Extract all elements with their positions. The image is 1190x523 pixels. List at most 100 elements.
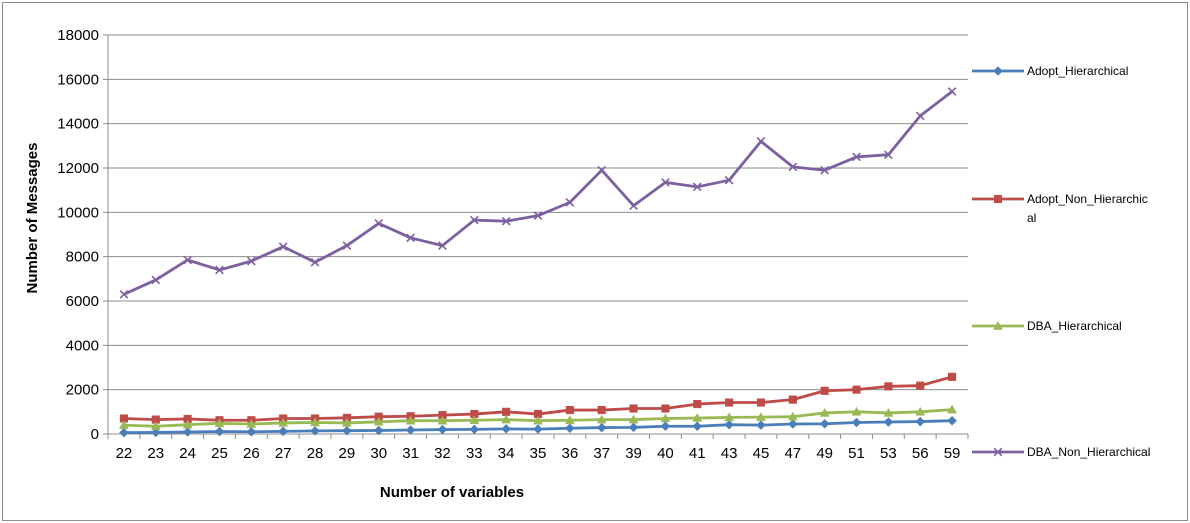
data-point: [851, 417, 862, 428]
data-point: [374, 219, 384, 228]
data-point: [564, 415, 575, 425]
y-tick-label: 8000: [66, 249, 99, 266]
data-point: [724, 419, 734, 430]
x-tick-label: 53: [880, 445, 897, 462]
data-point: [437, 424, 448, 435]
data-point: [310, 257, 320, 267]
legend-label: Adopt_Non_Hierarchic: [1027, 192, 1148, 206]
x-tick-label: 41: [689, 445, 706, 462]
y-tick-label: 2000: [66, 382, 99, 399]
x-tick-label: 27: [275, 445, 292, 462]
x-tick-label: 36: [562, 445, 579, 462]
data-point: [819, 418, 830, 429]
x-tick-label: 34: [498, 445, 515, 462]
y-tick-label: 0: [91, 426, 99, 443]
legend-swatch-marker: [993, 447, 1003, 457]
data-point: [150, 421, 161, 430]
data-point: [916, 381, 925, 390]
legend-item: Adopt_Non_Hierarchical: [972, 192, 1148, 225]
y-tick-labels: 0 2000 4000 6000 8000 10000 12000 14000 16000 180…: [57, 27, 99, 443]
x-tick-label: 40: [657, 445, 674, 462]
data-point: [119, 289, 129, 299]
data-point: [501, 414, 512, 424]
legend-item: DBA_Non_Hierarchical: [972, 445, 1150, 459]
data-point: [501, 216, 511, 226]
x-tick-label: 28: [307, 445, 324, 462]
data-point: [596, 422, 607, 433]
data-point: [724, 175, 734, 185]
data-point: [469, 424, 480, 435]
data-point: [820, 165, 830, 175]
data-point: [214, 418, 225, 428]
data-point: [787, 411, 798, 421]
x-tick-label: 51: [848, 445, 865, 462]
legend-item: DBA_Hierarchical: [972, 319, 1122, 333]
data-point: [341, 417, 352, 427]
data-point: [405, 415, 416, 425]
data-point: [310, 417, 320, 427]
x-tick-label: 39: [625, 445, 642, 462]
x-tick-label: 31: [402, 445, 419, 462]
data-point: [820, 386, 829, 395]
data-point: [373, 425, 384, 436]
data-point: [183, 255, 192, 265]
x-tick-label: 22: [116, 445, 133, 462]
x-tick-label: 49: [816, 445, 833, 462]
data-point: [565, 197, 575, 207]
data-point: [597, 406, 606, 415]
data-point: [629, 404, 638, 413]
data-point: [182, 427, 193, 437]
data-point: [852, 385, 861, 394]
data-point: [788, 395, 797, 404]
data-point: [119, 427, 129, 438]
data-point: [947, 404, 958, 414]
data-point: [597, 165, 607, 175]
data-point: [725, 398, 734, 407]
y-tick-label: 16000: [57, 71, 99, 88]
legend-label: al: [1027, 211, 1036, 225]
data-point: [692, 182, 702, 192]
data-point: [437, 415, 448, 425]
series-group: [118, 87, 958, 438]
legend: Adopt_Hierarchical Adopt_Non_Hierarchical…: [972, 64, 1150, 459]
legend-label: DBA_Hierarchical: [1027, 319, 1122, 333]
data-point: [915, 406, 926, 416]
data-point: [246, 419, 257, 428]
data-point: [278, 417, 289, 427]
x-tick-label: 43: [721, 445, 738, 462]
series-dba-non-hierarchical: [119, 87, 957, 299]
y-tick-label: 4000: [66, 337, 99, 354]
data-point: [182, 419, 193, 429]
data-point: [469, 415, 480, 425]
data-point: [246, 256, 256, 266]
data-point: [852, 152, 861, 162]
data-point: [501, 424, 512, 434]
x-tick-label: 47: [784, 445, 801, 462]
legend-swatch-marker: [993, 320, 1003, 330]
gridlines: [103, 34, 968, 435]
data-point: [692, 421, 703, 432]
series-adopt-hierarchical: [119, 415, 957, 438]
data-point: [693, 400, 702, 409]
x-tick-label: 26: [243, 445, 260, 462]
x-axis-title: Number of variables: [380, 484, 524, 501]
data-point: [215, 265, 224, 275]
data-point: [310, 426, 320, 436]
data-point: [947, 87, 957, 96]
data-point: [660, 421, 671, 432]
data-point: [756, 398, 766, 407]
x-tick-labels: 22 23 24 25 26 27 28 29 30 31 32 33 34 35 36 37 39 40 41 43…: [116, 445, 961, 462]
data-point: [692, 413, 703, 422]
data-point: [405, 425, 416, 435]
legend-label: DBA_Non_Hierarchical: [1027, 445, 1150, 459]
x-tick-label: 32: [434, 445, 451, 462]
data-point: [883, 417, 894, 427]
y-axis-title: Number of Messages: [24, 143, 41, 294]
data-point: [533, 415, 543, 425]
data-point: [915, 416, 926, 427]
data-point: [884, 150, 893, 160]
x-tick-label: 59: [944, 445, 961, 462]
data-point: [724, 412, 735, 422]
data-point: [150, 427, 161, 438]
